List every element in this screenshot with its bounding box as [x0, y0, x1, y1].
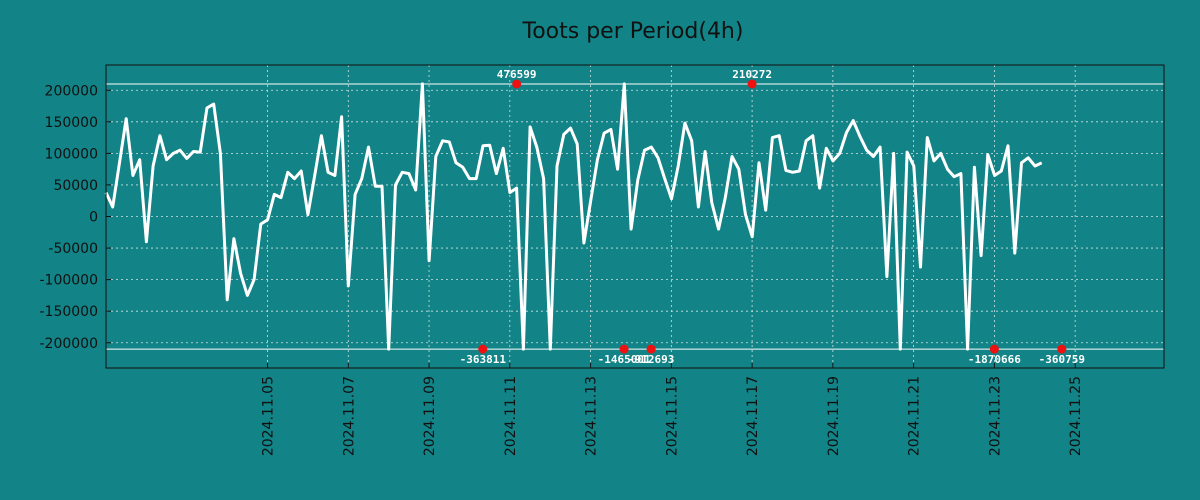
x-tick-label: 2024.11.05 [261, 376, 277, 456]
chart-title: Toots per Period(4h) [522, 19, 744, 44]
x-tick-label: 2024.11.21 [907, 376, 923, 456]
x-tick-label: 2024.11.15 [664, 376, 680, 456]
x-tick-label: 2024.11.07 [341, 376, 357, 456]
y-tick-label: -200000 [40, 336, 99, 352]
outlier-marker [512, 79, 522, 89]
x-tick-label: 2024.11.23 [987, 376, 1003, 456]
y-tick-label: -100000 [40, 273, 99, 289]
grid-lines [106, 65, 1164, 368]
y-tick-label: 200000 [45, 83, 98, 99]
y-tick-label: 50000 [53, 178, 98, 194]
x-tick-label: 2024.11.25 [1068, 376, 1084, 456]
x-tick-label: 2024.11.17 [745, 376, 761, 456]
clip-lines [106, 83, 1164, 350]
plot-frame [105, 64, 1165, 369]
outlier-markers: -363811 476599 -1465001-912693 210272 -18706… [460, 68, 1085, 366]
y-tick-label: -50000 [48, 241, 98, 257]
outlier-marker [619, 344, 629, 354]
outlier-label: -1870666 [968, 353, 1021, 366]
series-line-toots [104, 82, 1043, 351]
outlier-marker [646, 344, 656, 354]
x-tick-label: 2024.11.19 [826, 376, 842, 456]
x-tick-label: 2024.11.09 [422, 376, 438, 456]
y-axis-ticks: 200000 150000 100000 50000 0 -50000 -100000 -15… [40, 83, 111, 352]
y-tick-label: 100000 [45, 146, 98, 162]
outlier-marker [478, 344, 488, 354]
x-tick-label: 2024.11.13 [584, 376, 600, 456]
y-tick-label: -150000 [40, 304, 99, 320]
outlier-marker [747, 79, 757, 89]
outlier-marker [1057, 344, 1067, 354]
outlier-label: -1465001 [598, 353, 651, 366]
x-tick-label: 2024.11.11 [503, 376, 519, 456]
y-tick-label: 150000 [45, 115, 98, 131]
outlier-label: -360759 [1039, 353, 1085, 366]
outlier-marker [989, 344, 999, 354]
y-tick-label: 0 [89, 210, 98, 226]
outlier-label: -912693 [628, 353, 674, 366]
outlier-label: 210272 [732, 68, 772, 81]
outlier-label: 476599 [497, 68, 537, 81]
x-axis-ticks: 2024.11.05 2024.11.07 2024.11.09 2024.11.11… [261, 363, 1084, 456]
outlier-label: -363811 [460, 353, 507, 366]
